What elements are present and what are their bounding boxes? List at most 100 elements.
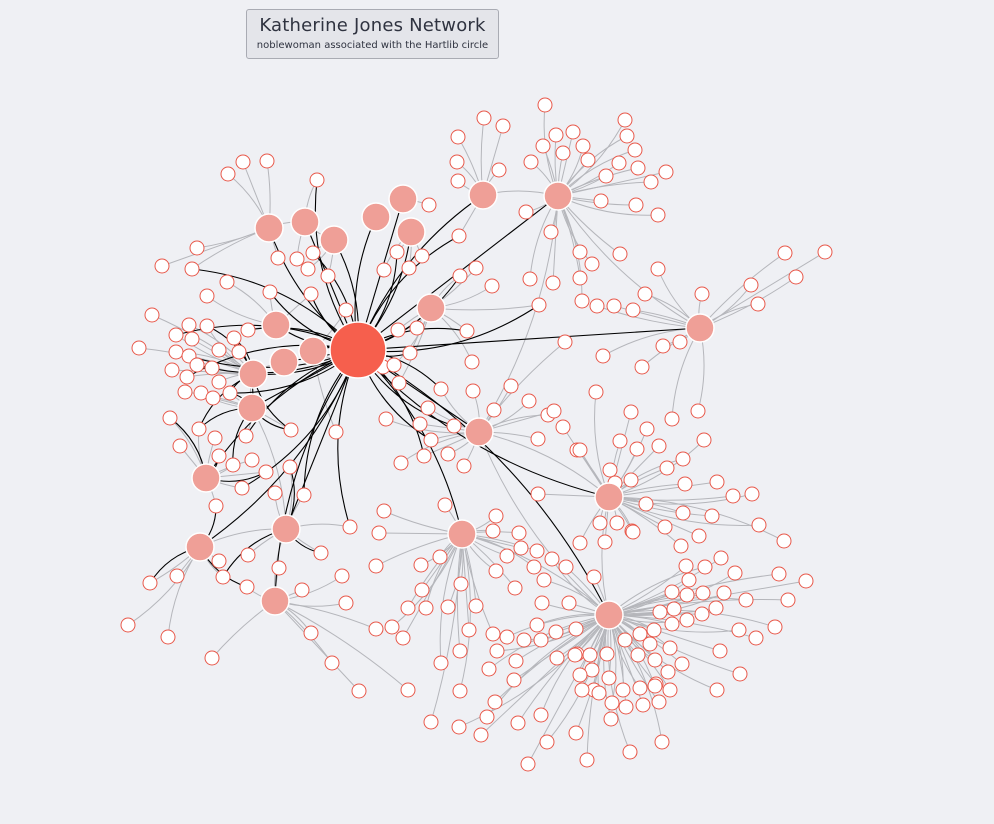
leaf-node[interactable]: [709, 601, 723, 615]
leaf-node[interactable]: [192, 422, 206, 436]
leaf-node[interactable]: [306, 246, 320, 260]
leaf-node[interactable]: [165, 363, 179, 377]
leaf-node[interactable]: [339, 303, 353, 317]
leaf-node[interactable]: [441, 447, 455, 461]
leaf-node[interactable]: [624, 405, 638, 419]
leaf-node[interactable]: [697, 433, 711, 447]
leaf-node[interactable]: [705, 509, 719, 523]
leaf-node[interactable]: [297, 488, 311, 502]
leaf-node[interactable]: [488, 695, 502, 709]
leaf-node[interactable]: [559, 560, 573, 574]
leaf-node[interactable]: [232, 345, 246, 359]
leaf-node[interactable]: [524, 155, 538, 169]
leaf-node[interactable]: [434, 656, 448, 670]
leaf-node[interactable]: [387, 358, 401, 372]
leaf-node[interactable]: [500, 549, 514, 563]
leaf-node[interactable]: [710, 683, 724, 697]
leaf-node[interactable]: [624, 473, 638, 487]
leaf-node[interactable]: [612, 156, 626, 170]
leaf-node[interactable]: [573, 245, 587, 259]
leaf-node[interactable]: [638, 287, 652, 301]
leaf-node[interactable]: [583, 648, 597, 662]
leaf-node[interactable]: [675, 657, 689, 671]
leaf-node[interactable]: [676, 506, 690, 520]
leaf-node[interactable]: [477, 111, 491, 125]
leaf-node[interactable]: [415, 583, 429, 597]
leaf-node[interactable]: [227, 331, 241, 345]
hub-node[interactable]: [239, 360, 267, 388]
leaf-node[interactable]: [206, 391, 220, 405]
hub-node[interactable]: [362, 203, 390, 231]
leaf-node[interactable]: [372, 526, 386, 540]
leaf-node[interactable]: [259, 465, 273, 479]
leaf-node[interactable]: [161, 630, 175, 644]
leaf-node[interactable]: [589, 385, 603, 399]
leaf-node[interactable]: [682, 573, 696, 587]
leaf-node[interactable]: [220, 275, 234, 289]
leaf-node[interactable]: [751, 297, 765, 311]
leaf-node[interactable]: [549, 625, 563, 639]
leaf-node[interactable]: [629, 198, 643, 212]
leaf-node[interactable]: [132, 341, 146, 355]
leaf-node[interactable]: [321, 269, 335, 283]
leaf-node[interactable]: [530, 544, 544, 558]
leaf-node[interactable]: [212, 343, 226, 357]
leaf-node[interactable]: [489, 509, 503, 523]
leaf-node[interactable]: [457, 459, 471, 473]
leaf-node[interactable]: [618, 633, 632, 647]
leaf-node[interactable]: [465, 355, 479, 369]
leaf-node[interactable]: [613, 247, 627, 261]
hub-node[interactable]: [299, 337, 327, 365]
leaf-node[interactable]: [566, 125, 580, 139]
leaf-node[interactable]: [369, 622, 383, 636]
leaf-node[interactable]: [676, 452, 690, 466]
leaf-node[interactable]: [568, 648, 582, 662]
leaf-node[interactable]: [377, 504, 391, 518]
leaf-node[interactable]: [644, 175, 658, 189]
leaf-node[interactable]: [424, 433, 438, 447]
hub-node[interactable]: [261, 587, 289, 615]
hub-node[interactable]: [389, 185, 417, 213]
leaf-node[interactable]: [396, 631, 410, 645]
hub-node[interactable]: [397, 218, 425, 246]
leaf-node[interactable]: [680, 613, 694, 627]
leaf-node[interactable]: [453, 684, 467, 698]
leaf-node[interactable]: [590, 299, 604, 313]
hub-node[interactable]: [186, 533, 214, 561]
leaf-node[interactable]: [639, 497, 653, 511]
leaf-node[interactable]: [200, 319, 214, 333]
leaf-node[interactable]: [301, 262, 315, 276]
leaf-node[interactable]: [550, 651, 564, 665]
leaf-node[interactable]: [450, 155, 464, 169]
leaf-node[interactable]: [169, 345, 183, 359]
leaf-node[interactable]: [752, 518, 766, 532]
hub-node[interactable]: [272, 515, 300, 543]
leaf-node[interactable]: [325, 656, 339, 670]
leaf-node[interactable]: [534, 633, 548, 647]
leaf-node[interactable]: [402, 261, 416, 275]
leaf-node[interactable]: [482, 662, 496, 676]
leaf-node[interactable]: [540, 735, 554, 749]
leaf-node[interactable]: [208, 431, 222, 445]
leaf-node[interactable]: [424, 715, 438, 729]
hub-node[interactable]: [417, 294, 445, 322]
leaf-node[interactable]: [480, 710, 494, 724]
leaf-node[interactable]: [486, 627, 500, 641]
leaf-node[interactable]: [263, 285, 277, 299]
leaf-node[interactable]: [663, 641, 677, 655]
leaf-node[interactable]: [799, 574, 813, 588]
leaf-node[interactable]: [651, 262, 665, 276]
leaf-node[interactable]: [235, 481, 249, 495]
hub-node[interactable]: [686, 314, 714, 342]
leaf-node[interactable]: [452, 720, 466, 734]
leaf-node[interactable]: [710, 475, 724, 489]
leaf-node[interactable]: [663, 683, 677, 697]
leaf-node[interactable]: [573, 668, 587, 682]
leaf-node[interactable]: [573, 536, 587, 550]
leaf-node[interactable]: [544, 225, 558, 239]
leaf-node[interactable]: [438, 498, 452, 512]
leaf-node[interactable]: [410, 321, 424, 335]
leaf-node[interactable]: [726, 489, 740, 503]
leaf-node[interactable]: [636, 698, 650, 712]
leaf-node[interactable]: [474, 728, 488, 742]
